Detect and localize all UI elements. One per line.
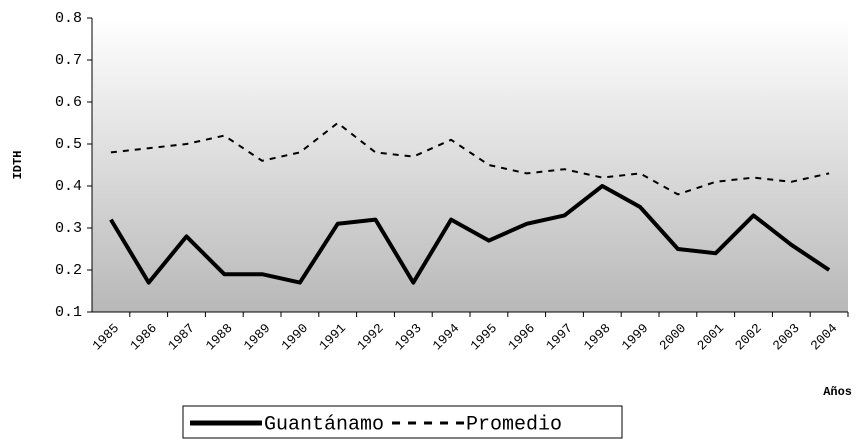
y-tick-label: 0.4 [55,178,82,195]
x-tick-label: 2003 [770,321,803,354]
legend-label: Promedio [466,413,562,436]
x-tick-label: 1988 [203,321,236,354]
x-tick-label: 2004 [808,321,841,354]
x-tick-label: 1987 [165,321,198,354]
x-tick-label: 1995 [467,321,500,354]
line-series [110,122,830,196]
x-tick-label: 2001 [694,321,727,354]
y-tick-label: 0.5 [55,136,82,153]
x-tick-label: 1999 [619,321,652,354]
x-tick-label: 2002 [732,321,765,354]
y-tick-label: 0.2 [55,262,82,279]
x-tick-label: 1992 [354,321,387,354]
legend-label: Guantánamo [264,413,384,436]
line-series [109,184,831,285]
x-tick-label: 1993 [392,321,425,354]
x-tick-label: 1989 [241,321,274,354]
y-axis-label: IDTH [11,151,25,180]
x-tick-label: 2000 [656,321,689,354]
x-tick-label: 1991 [316,321,349,354]
y-tick-label: 0.1 [55,304,82,321]
y-tick-label: 0.8 [55,10,82,27]
x-tick-label: 1998 [581,321,614,354]
x-tick-label: 1994 [430,321,463,354]
x-tick-label: 1996 [505,321,538,354]
x-tick-label: 1997 [543,321,576,354]
y-tick-label: 0.3 [55,220,82,237]
x-tick-label: 1985 [89,321,122,354]
plot-area [92,18,848,312]
y-tick-label: 0.6 [55,94,82,111]
x-tick-label: 1986 [127,321,160,354]
x-axis-label: Años [823,385,852,399]
y-tick-label: 0.7 [55,52,82,69]
x-tick-label: 1990 [278,321,311,354]
